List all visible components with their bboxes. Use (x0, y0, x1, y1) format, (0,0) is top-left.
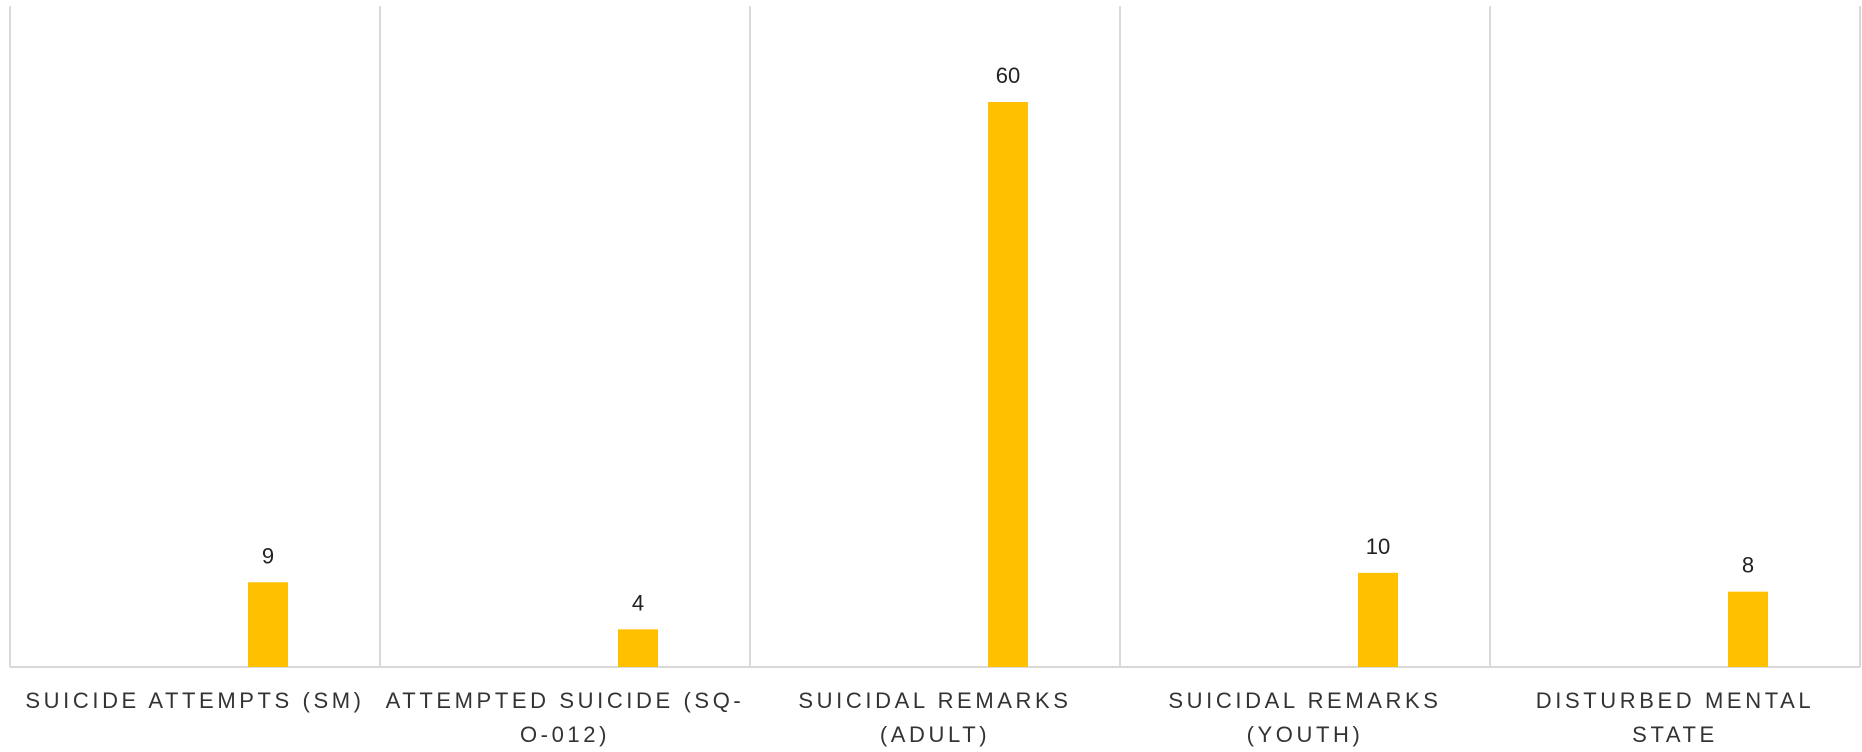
bar (1358, 572, 1398, 667)
bar (988, 102, 1028, 667)
category-label: ATTEMPTED SUICIDE (SQ- O-012) (385, 684, 745, 752)
category-label-line: SUICIDE ATTEMPTS (SM) (25, 688, 365, 713)
data-label: 60 (996, 63, 1020, 88)
category-label-line: DISTURBED MENTAL STATE (1535, 688, 1815, 747)
data-label: 4 (632, 590, 644, 615)
category-label-line: SUICIDAL REMARKS (1168, 688, 1442, 713)
category-label-line: (YOUTH) (1246, 722, 1364, 747)
data-label: 8 (1742, 553, 1754, 578)
category-label-line: (ADULT) (879, 722, 991, 747)
bar (248, 582, 288, 667)
data-label: 10 (1366, 534, 1390, 559)
category-label: DISTURBED MENTAL STATE (1495, 684, 1855, 752)
bar (1728, 591, 1768, 667)
category-label: SUICIDAL REMARKS (ADULT) (755, 684, 1115, 752)
category-label-line: SUICIDAL REMARKS (798, 688, 1072, 713)
bar (618, 629, 658, 667)
category-label: SUICIDAL REMARKS (YOUTH) (1125, 684, 1485, 752)
category-label: SUICIDE ATTEMPTS (SM) (15, 684, 375, 718)
data-label: 9 (262, 543, 274, 568)
category-label-line: ATTEMPTED SUICIDE (SQ- (385, 688, 745, 713)
category-label-line: O-012) (519, 722, 611, 747)
